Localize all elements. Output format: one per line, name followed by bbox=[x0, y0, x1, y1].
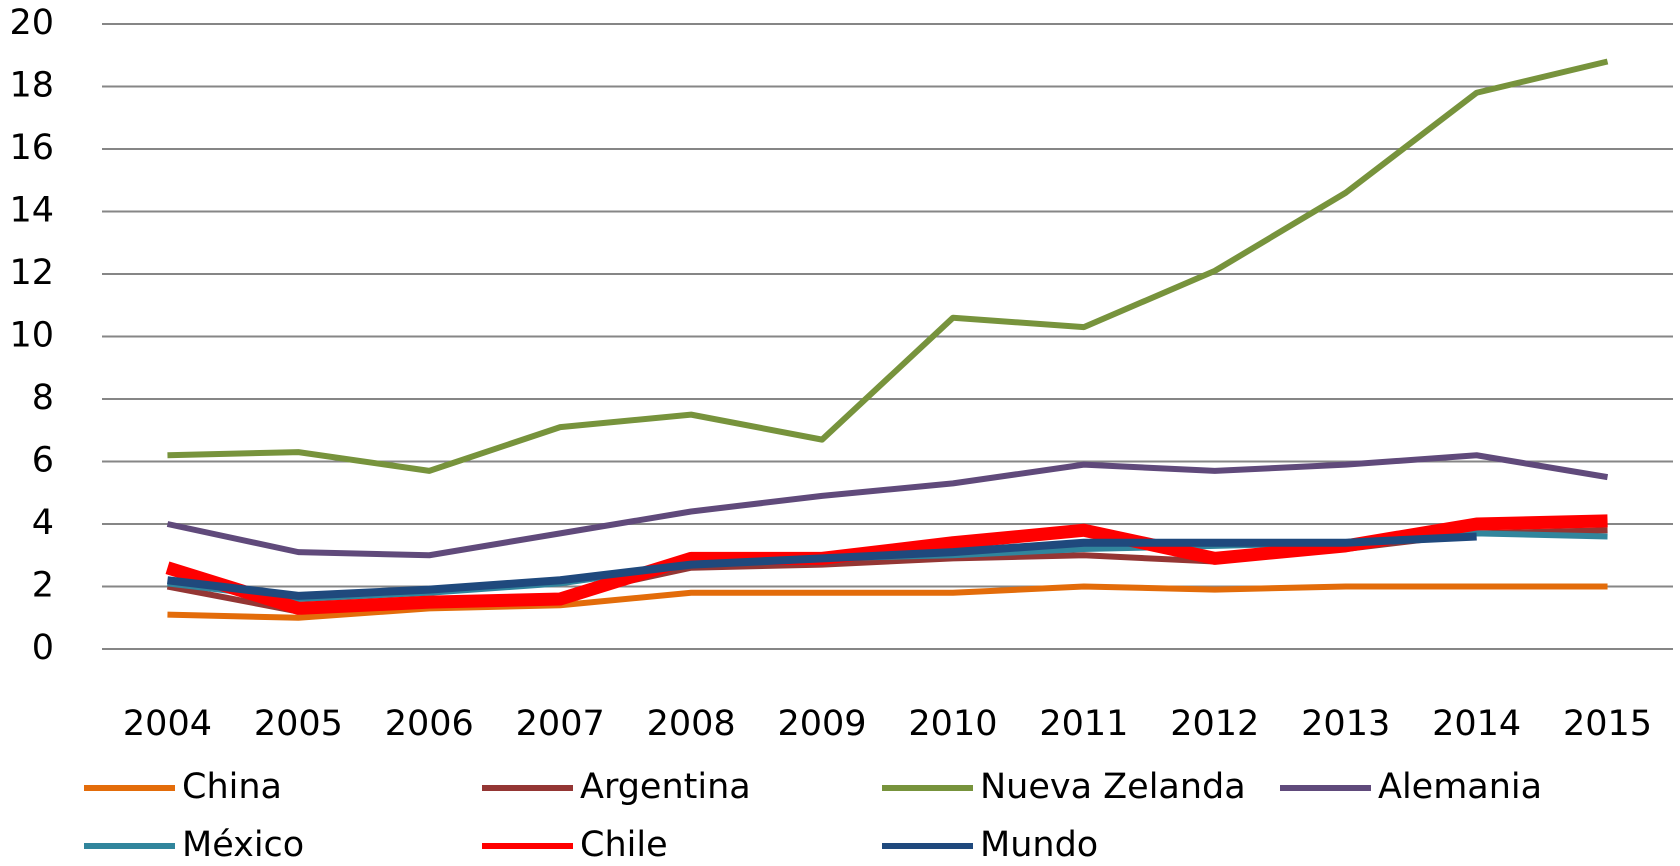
x-tick-label: 2012 bbox=[1170, 704, 1259, 744]
series-line bbox=[166, 452, 1609, 559]
y-tick-label: 6 bbox=[32, 441, 54, 481]
series-line bbox=[167, 58, 1609, 474]
x-tick-label: 2007 bbox=[516, 704, 605, 744]
legend-label: Alemania bbox=[1378, 767, 1542, 807]
x-tick-label: 2009 bbox=[778, 704, 867, 744]
x-tick-label: 2014 bbox=[1432, 704, 1521, 744]
legend-label: México bbox=[182, 825, 304, 865]
x-tick-label: 2013 bbox=[1301, 704, 1390, 744]
x-tick-label: 2010 bbox=[908, 704, 997, 744]
x-tick-label: 2004 bbox=[123, 704, 212, 744]
x-tick-label: 2015 bbox=[1563, 704, 1652, 744]
series-line bbox=[166, 532, 1477, 600]
x-tick-label: 2011 bbox=[1039, 704, 1128, 744]
y-tick-label: 2 bbox=[32, 566, 54, 606]
x-tick-label: 2008 bbox=[647, 704, 736, 744]
y-tick-label: 14 bbox=[9, 191, 54, 231]
y-tick-label: 12 bbox=[9, 253, 54, 293]
legend-label: Nueva Zelanda bbox=[980, 767, 1246, 807]
y-tick-label: 10 bbox=[9, 316, 54, 356]
legend-label: Argentina bbox=[580, 767, 751, 807]
x-tick-label: 2006 bbox=[385, 704, 474, 744]
y-tick-label: 20 bbox=[9, 3, 54, 43]
x-tick-label: 2005 bbox=[254, 704, 343, 744]
legend-label: Chile bbox=[580, 825, 668, 865]
y-tick-label: 4 bbox=[32, 503, 54, 543]
series-line bbox=[167, 583, 1608, 621]
y-tick-label: 16 bbox=[9, 128, 54, 168]
legend-label: China bbox=[182, 767, 282, 807]
y-tick-label: 0 bbox=[32, 628, 54, 668]
y-tick-label: 18 bbox=[9, 66, 54, 106]
legend-label: Mundo bbox=[980, 825, 1098, 865]
y-tick-label: 8 bbox=[32, 378, 54, 418]
